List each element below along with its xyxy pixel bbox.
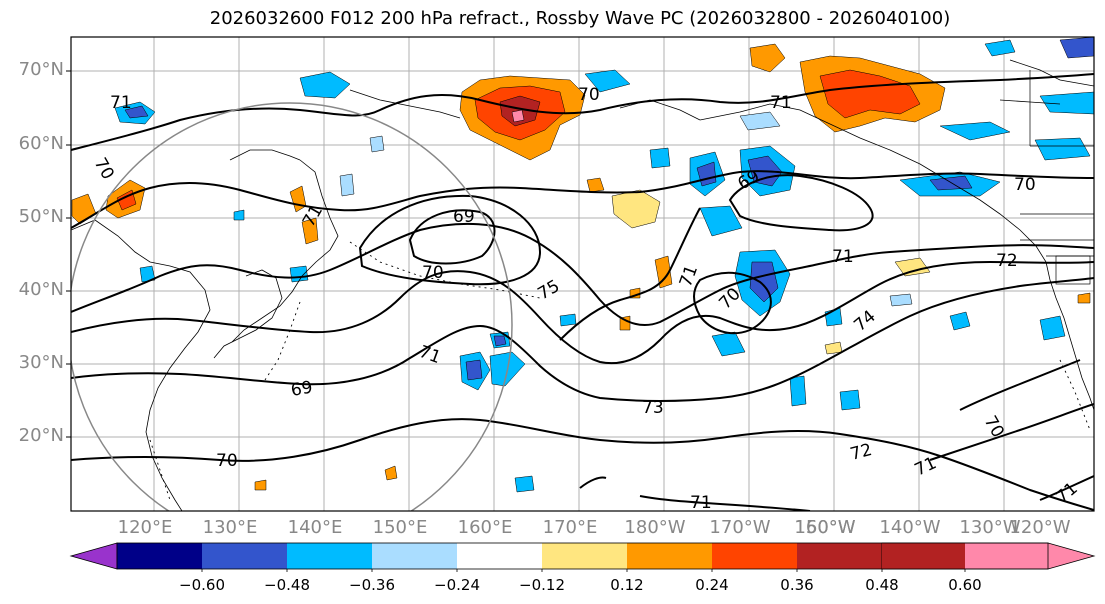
colorbar-segment <box>712 543 797 569</box>
lon-label: 160°W <box>794 517 856 538</box>
contour-label-group: 71 70 71 70 71 69 69 70 75 71 70 70 71 7… <box>90 85 1082 513</box>
colorbar-tick: 0.36 <box>780 576 814 594</box>
colorbar <box>69 542 1096 572</box>
colorbar-tick: −0.48 <box>264 576 310 594</box>
contour-label: 70 <box>422 263 444 283</box>
colorbar-tick: 0.12 <box>610 576 644 594</box>
contour-label: 73 <box>642 398 664 418</box>
plot-border <box>70 36 1095 512</box>
colorbar-segment <box>627 543 712 569</box>
axis-ticks <box>66 70 71 438</box>
coast-asia <box>71 219 211 511</box>
contour-label: 72 <box>848 440 874 465</box>
lon-label: 130°E <box>202 517 258 538</box>
coast-sea-okhotsk <box>229 149 301 161</box>
contour-label: 70 <box>1014 175 1036 195</box>
contour-label: 71 <box>770 93 792 113</box>
colorbar-segment <box>202 543 287 569</box>
lat-label: 70°N <box>18 59 64 80</box>
coast-japan <box>213 269 283 359</box>
grid-lines <box>71 37 1094 511</box>
lon-label: 170°W <box>709 517 771 538</box>
lon-label: 120°E <box>117 517 173 538</box>
lon-label: 150°E <box>372 517 428 538</box>
contour-label: 71 <box>690 493 712 513</box>
political-borders <box>1020 70 1094 285</box>
contour-label: 70 <box>216 451 238 471</box>
contour-label: 71 <box>832 247 854 267</box>
coast-na-west <box>1045 261 1094 411</box>
colorbar-tick: −0.24 <box>434 576 480 594</box>
colorbar-extend-left <box>69 542 118 570</box>
colorbar-tick: 0.24 <box>695 576 729 594</box>
lon-label: 130°W <box>959 517 1021 538</box>
coast-kamchatka <box>231 159 339 343</box>
lon-label: 120°W <box>1009 517 1071 538</box>
lat-label: 60°N <box>18 133 64 154</box>
lon-label: 140°W <box>879 517 941 538</box>
rossby-wave-circle <box>71 102 513 511</box>
contour-label: 70 <box>90 155 118 184</box>
colorbar-segment <box>542 543 627 569</box>
shading-positive <box>71 43 1091 491</box>
colorbar-segment <box>372 543 457 569</box>
colorbar-tick: −0.36 <box>349 576 395 594</box>
contour-label: 70 <box>578 85 600 105</box>
lat-label: 30°N <box>18 352 64 373</box>
colorbar-segment <box>797 543 882 569</box>
colorbar-tick: 0.48 <box>865 576 899 594</box>
lon-label: 160°E <box>457 517 513 538</box>
contour-label: 69 <box>289 377 314 400</box>
colorbar-segment <box>457 543 542 569</box>
contour-label: 69 <box>453 207 475 227</box>
map-title: 2026032600 F012 200 hPa refract., Rossby… <box>209 8 951 29</box>
contour-label: 74 <box>850 307 879 336</box>
contour-lines <box>71 73 1094 511</box>
colorbar-segment <box>882 543 965 569</box>
colorbar-segment <box>287 543 372 569</box>
lon-label: 180°W <box>624 517 686 538</box>
colorbar-tick: −0.60 <box>179 576 225 594</box>
lon-label: 150°W <box>794 517 856 538</box>
coast-bering <box>619 99 701 121</box>
lon-label: 140°E <box>287 517 343 538</box>
lat-label: 40°N <box>18 279 64 300</box>
lon-label: 170°E <box>542 517 598 538</box>
contour-label: 75 <box>535 276 564 304</box>
coastlines <box>71 59 1094 511</box>
contour-label: 71 <box>110 93 132 113</box>
colorbar-tick: −0.12 <box>519 576 565 594</box>
colorbar-segment <box>117 543 202 569</box>
coast-alaska <box>699 103 1047 263</box>
contour-label: 72 <box>996 251 1018 271</box>
lat-label: 20°N <box>18 425 64 446</box>
island-chain <box>149 241 1091 501</box>
lat-label: 50°N <box>18 206 64 227</box>
colorbar-tick: 0.60 <box>948 576 982 594</box>
contour-label: 71 <box>676 263 702 290</box>
